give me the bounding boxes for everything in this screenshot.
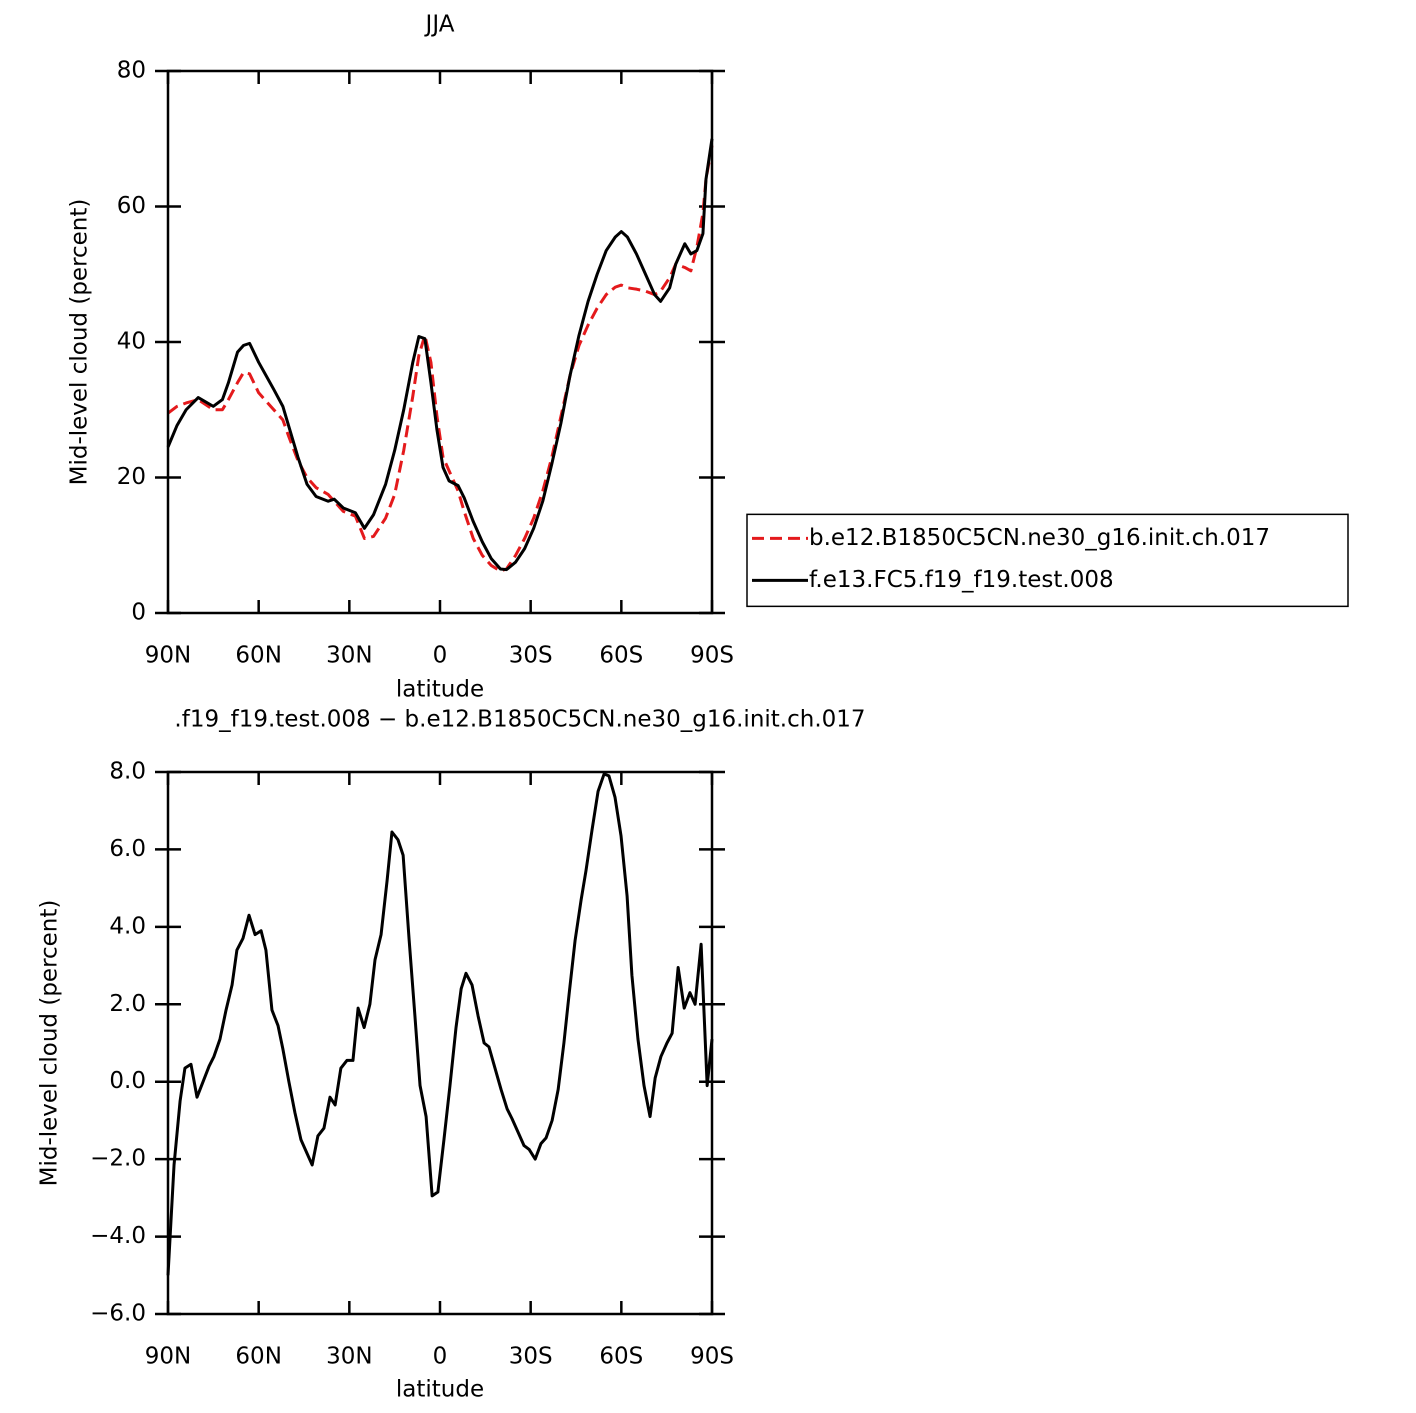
y-tick-label: 20 xyxy=(117,464,146,490)
y-axis-label: Mid-level cloud (percent) xyxy=(67,199,93,486)
y-axis-label: Mid-level cloud (percent) xyxy=(37,900,63,1187)
y-tick-label: 40 xyxy=(117,329,146,355)
y-tick-label: 0.0 xyxy=(109,1068,146,1094)
x-tick-label: 90S xyxy=(690,643,734,669)
legend-box xyxy=(746,513,1349,608)
x-axis-label: latitude xyxy=(396,677,484,703)
legend: b.e12.B1850C5CN.ne30_g16.init.ch.017 f.e1… xyxy=(746,513,1349,608)
plot-frame xyxy=(166,770,714,1316)
y-tick-label: 8.0 xyxy=(109,759,146,785)
chart: JJA latitude Mid-level cloud (percent) 90N 6… xyxy=(67,12,1349,703)
y-tick-label: −2.0 xyxy=(90,1146,146,1172)
x-tick-label: 60S xyxy=(599,643,643,669)
data-line xyxy=(166,138,714,572)
x-tick-label: 30S xyxy=(509,1344,553,1370)
y-tick-label: 80 xyxy=(117,58,146,84)
y-tick-label: 6.0 xyxy=(109,836,146,862)
chart-title: .f19_f19.test.008 − b.e12.B1850C5CN.ne30… xyxy=(174,707,865,733)
legend-label: f.e13.FC5.f19_f19.test.008 xyxy=(809,567,1114,593)
y-tick-label: 0 xyxy=(131,600,146,626)
data-line xyxy=(167,145,714,573)
x-tick-label: 60S xyxy=(599,1344,643,1370)
y-tick-label: 2.0 xyxy=(109,991,146,1017)
x-tick-label: 90N xyxy=(145,643,191,669)
y-tick-label: −6.0 xyxy=(90,1301,146,1327)
x-tick-label: 30S xyxy=(509,643,553,669)
x-tick-label: 90S xyxy=(690,1344,734,1370)
x-tick-label: 30N xyxy=(326,1344,372,1370)
x-tick-label: 0 xyxy=(433,643,448,669)
x-tick-label: 30N xyxy=(326,643,372,669)
x-tick-label: 90N xyxy=(145,1344,191,1370)
x-tick-label: 60N xyxy=(235,1344,281,1370)
data-line xyxy=(166,772,714,1276)
x-tick-label: 0 xyxy=(433,1344,448,1370)
chart: .f19_f19.test.008 − b.e12.B1850C5CN.ne30… xyxy=(37,707,866,1403)
x-axis-label: latitude xyxy=(396,1377,484,1403)
plot-frame xyxy=(166,69,714,615)
chart-title: JJA xyxy=(424,12,455,38)
y-tick-label: −4.0 xyxy=(90,1223,146,1249)
y-tick-label: 4.0 xyxy=(109,913,146,939)
legend-label: b.e12.B1850C5CN.ne30_g16.init.ch.017 xyxy=(809,525,1270,551)
y-tick-label: 60 xyxy=(117,193,146,219)
x-tick-label: 60N xyxy=(235,643,281,669)
